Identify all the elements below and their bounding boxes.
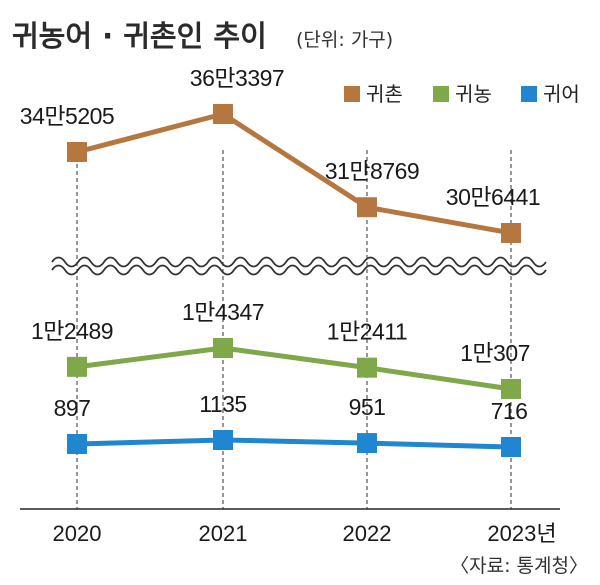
legend-swatch-0 [344,86,360,102]
axis-break-wave-top [51,256,547,268]
data-label: 897 [54,395,91,421]
data-point [357,197,377,218]
series-line-1 [76,345,512,392]
data-label: 30만6441 [446,184,540,210]
data-point [213,338,233,358]
data-label: 36만3397 [190,65,284,91]
data-label: 34만5205 [20,103,114,129]
data-label: 1만307 [460,340,530,366]
data-point [67,433,87,454]
data-label: 1135 [199,391,246,417]
series-line-2 [76,437,512,450]
data-point [501,379,521,399]
legend-swatch-2 [521,86,537,102]
axis-break [51,256,547,276]
series-line-0 [76,111,512,236]
x-tick-label: 2020 [53,521,102,546]
data-point [357,433,377,454]
data-point [357,357,377,378]
data-label: 951 [349,394,386,420]
legend-label-2: 귀어 [543,82,580,106]
x-tick-label: 2021 [199,521,248,546]
series: 34만5205 36만3397 31만8769 30만6441 1만2489 1만4347… [20,65,541,457]
chart-source: 〈자료: 통계청〉 [450,555,588,577]
data-label: 31만8769 [325,158,419,184]
x-tick-label: 2022 [343,521,392,546]
data-point [213,104,233,124]
data-point [213,430,233,450]
x-tick-label: 2023년 [487,521,556,546]
legend: 귀촌 귀농 귀어 [344,82,580,106]
data-label: 1만4347 [182,299,264,325]
legend-label-1: 귀농 [455,82,492,106]
data-point [501,223,521,243]
legend-swatch-1 [433,86,449,102]
data-label: 1만2411 [327,319,407,345]
axis-break-wave-bottom [51,264,547,276]
data-label: 1만2489 [31,318,113,344]
data-point [501,437,521,457]
data-point [67,142,87,163]
data-label: 716 [491,398,528,424]
chart-unit: (단위: 가구) [296,29,393,51]
chart-title: 귀농어 · 귀촌인 추이 [12,19,267,53]
x-tick-labels: 2020 2021 2022 2023년 [53,521,557,546]
legend-label-0: 귀촌 [366,82,403,106]
data-point [67,356,87,377]
